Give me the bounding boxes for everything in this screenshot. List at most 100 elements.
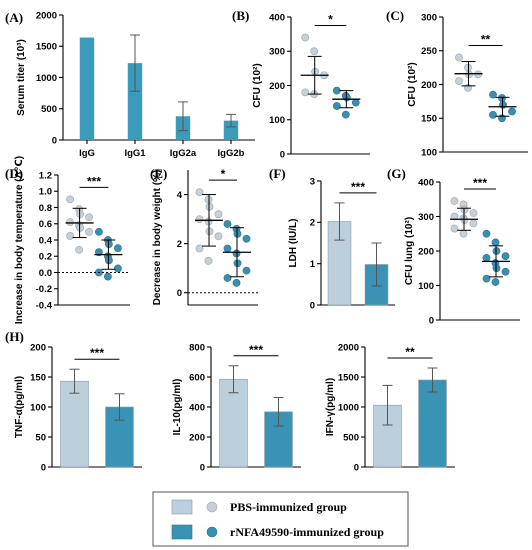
data-point <box>469 219 478 228</box>
y-tick-label: 0 <box>41 462 46 473</box>
data-point <box>469 209 478 217</box>
y-tick-label: 300 <box>418 212 434 223</box>
data-point <box>341 110 350 119</box>
y-tick-label: 0.4 <box>39 235 53 246</box>
data-point <box>85 227 93 236</box>
y-tick-label: 1000 <box>338 402 359 413</box>
y-tick-label: 4 <box>177 190 183 201</box>
panel-label: (F) <box>269 166 286 181</box>
bar <box>223 120 239 140</box>
y-tick-label: -0.2 <box>36 284 52 295</box>
data-point <box>214 232 223 241</box>
y-axis-label: LDH (IU/L) <box>288 219 299 268</box>
data-point <box>482 253 491 262</box>
panel-label: (A) <box>5 10 23 25</box>
y-tick-label: -0.4 <box>36 300 53 311</box>
significance-stars: ** <box>481 33 491 47</box>
legend-label-pbs: PBS-immunized group <box>230 500 347 514</box>
y-axis-label: CFU (10²) <box>252 63 263 107</box>
y-tick-label: 0 <box>280 149 285 160</box>
data-point <box>450 197 459 205</box>
y-tick-label: 200 <box>189 432 205 443</box>
y-tick-label: 50 <box>35 432 46 443</box>
y-axis-label: IFN-γ(pg/ml) <box>325 378 336 436</box>
data-point <box>459 229 468 238</box>
y-tick-label: 200 <box>30 342 46 353</box>
data-point <box>450 224 459 233</box>
y-tick-label: 150 <box>30 372 46 383</box>
data-point <box>508 107 516 116</box>
x-tick-label: IgG2a <box>170 148 197 159</box>
significance-stars: ** <box>405 345 415 359</box>
y-tick-label: 600 <box>189 372 205 383</box>
legend-swatch-rnfa <box>171 524 193 540</box>
bar <box>127 63 143 140</box>
data-point <box>301 33 310 42</box>
y-axis-label: Decrease in body weight (%) <box>152 170 163 306</box>
y-tick-label: 200 <box>269 81 285 92</box>
data-point <box>501 267 510 276</box>
legend-label-rnfa: rNFA49590-immunized group <box>230 525 384 539</box>
data-point <box>195 244 204 253</box>
data-point <box>214 210 223 219</box>
data-point <box>204 256 213 265</box>
y-tick-label: 0 <box>200 462 205 473</box>
y-tick-label: 0.2 <box>39 252 52 263</box>
data-point <box>114 244 122 253</box>
data-point <box>223 244 232 253</box>
y-tick-label: 500 <box>343 432 359 443</box>
data-point <box>114 264 122 273</box>
panel-label: (H) <box>5 329 24 344</box>
data-point <box>450 212 459 221</box>
y-tick-label: 400 <box>269 12 285 23</box>
panel-label: (D) <box>5 166 23 181</box>
data-point <box>491 278 500 286</box>
y-tick-label: 1.0 <box>39 187 52 198</box>
significance-stars: *** <box>473 176 487 190</box>
bar <box>60 380 89 468</box>
y-tick-label: 100 <box>418 281 434 292</box>
data-point <box>85 213 93 222</box>
bar <box>219 378 248 468</box>
y-tick-label: 0 <box>354 462 359 473</box>
panel-label: (G) <box>387 166 406 181</box>
bar <box>79 37 95 140</box>
data-point <box>242 234 251 243</box>
y-tick-label: 0 <box>429 315 434 326</box>
y-tick-label: 1.2 <box>39 170 52 181</box>
legend-box <box>152 491 409 547</box>
significance-stars: * <box>328 13 333 27</box>
data-point <box>332 102 341 110</box>
data-point <box>351 98 360 107</box>
y-axis-label: CFU lung (10²) <box>404 217 415 285</box>
data-point <box>501 252 510 261</box>
x-tick-label: IgG2b <box>218 148 245 159</box>
y-tick-label: 100 <box>30 402 46 413</box>
y-tick-label: 200 <box>418 246 434 257</box>
data-point <box>242 266 251 275</box>
y-tick-label: 0.6 <box>39 219 52 230</box>
data-point <box>310 47 319 56</box>
data-point <box>491 238 500 247</box>
data-point <box>223 220 232 228</box>
y-tick-label: 0 <box>177 288 182 299</box>
y-axis-label: Serum titer (10³) <box>16 39 27 116</box>
bar <box>418 379 447 468</box>
panel-label: (B) <box>232 8 249 23</box>
y-tick-label: 1500 <box>338 372 359 383</box>
data-point <box>455 53 463 62</box>
y-axis-label: TNF-α(pg/ml) <box>14 376 25 438</box>
significance-stars: *** <box>87 174 101 188</box>
y-tick-label: 2 <box>177 239 182 250</box>
legend: PBS-immunized group rNFA49590-immunized g… <box>152 491 409 547</box>
data-point <box>232 279 241 287</box>
significance-stars: *** <box>90 346 104 360</box>
y-tick-label: 2000 <box>36 10 57 21</box>
y-tick-label: 200 <box>421 80 437 91</box>
x-tick-label: IgG1 <box>124 148 146 159</box>
y-tick-label: 0 <box>52 135 57 146</box>
data-point <box>66 218 74 227</box>
y-tick-label: 0.0 <box>39 268 52 279</box>
data-point <box>474 70 482 79</box>
